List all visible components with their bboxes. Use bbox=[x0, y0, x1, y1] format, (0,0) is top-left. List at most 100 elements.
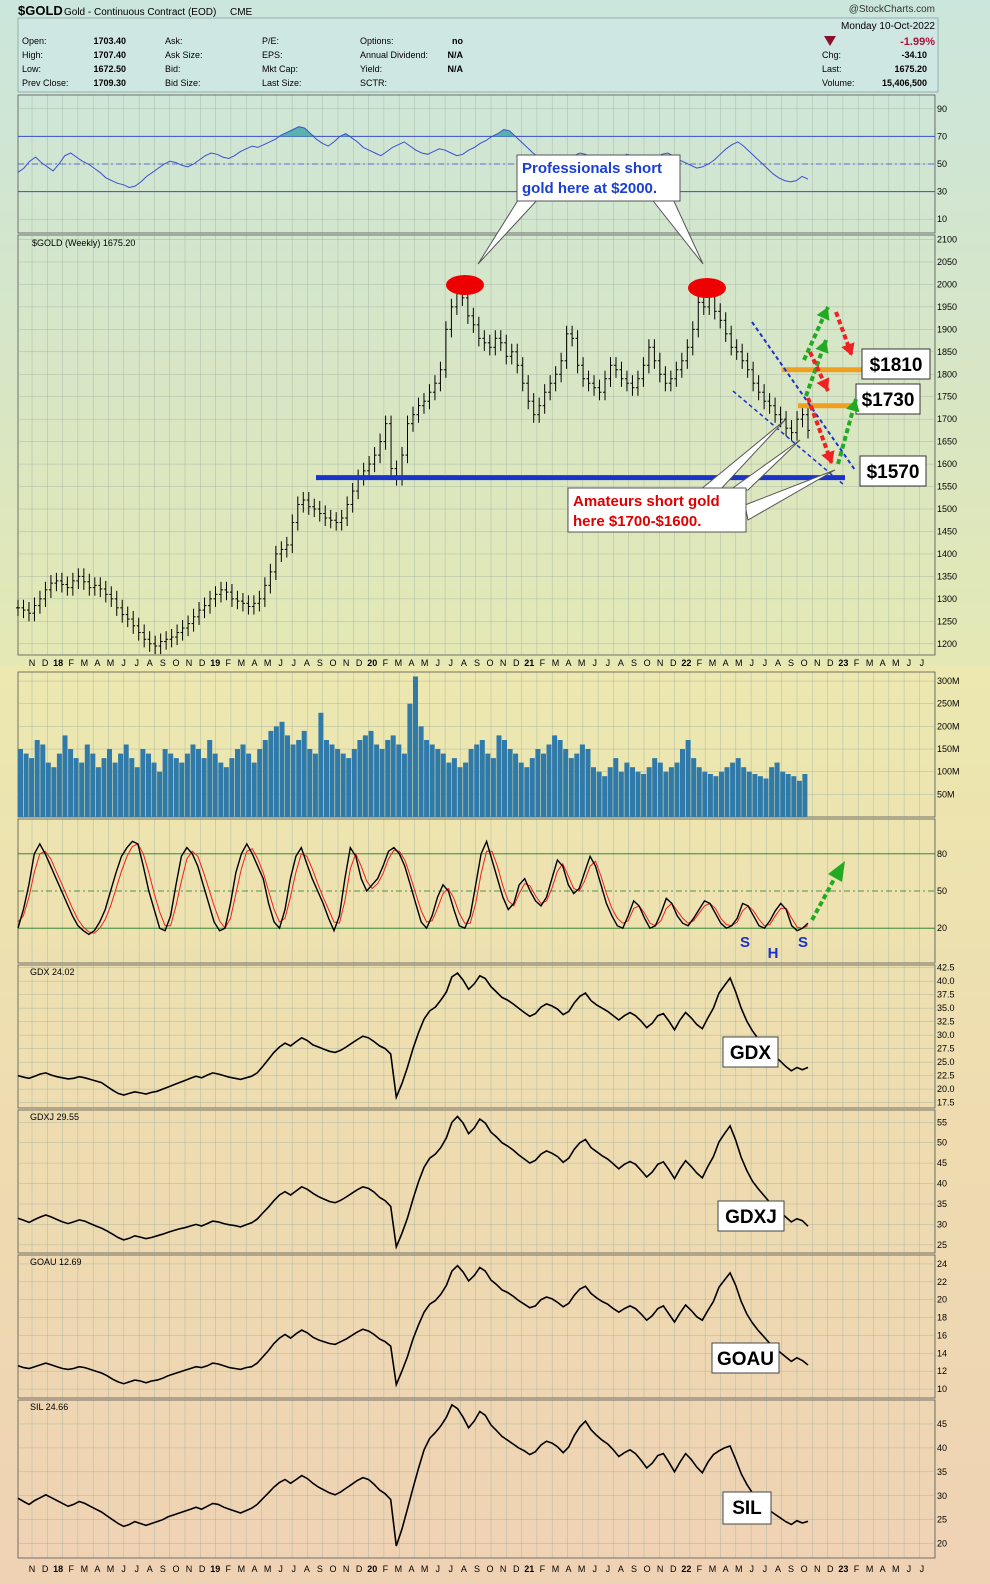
y-tick-label: 250M bbox=[937, 699, 960, 709]
goau-label: GOAU bbox=[717, 1349, 774, 1370]
volume-bar bbox=[140, 749, 146, 817]
x-tick-label: A bbox=[94, 1564, 100, 1574]
volume-bar bbox=[796, 780, 802, 818]
x-tick-label: J bbox=[121, 658, 126, 668]
x-tick-label: D bbox=[670, 1564, 677, 1574]
volume-bar bbox=[657, 762, 663, 817]
volume-bar bbox=[485, 753, 491, 817]
volume-bar bbox=[112, 762, 118, 817]
y-tick-label: 32.5 bbox=[937, 1017, 955, 1027]
volume-bar bbox=[223, 767, 229, 817]
volume-bar bbox=[435, 749, 441, 817]
x-tick-label: J bbox=[907, 658, 912, 668]
field-label: Ask Size: bbox=[165, 50, 203, 60]
x-tick-label: M bbox=[264, 1564, 272, 1574]
volume-bar bbox=[146, 753, 151, 817]
x-tick-label: N bbox=[500, 1564, 507, 1574]
volume-bar bbox=[646, 767, 652, 817]
y-tick-label: 300M bbox=[937, 676, 960, 686]
x-tick-label: J bbox=[278, 658, 283, 668]
volume-bar bbox=[151, 762, 157, 817]
x-tick-label: A bbox=[723, 658, 729, 668]
volume-bar bbox=[630, 767, 635, 817]
x-tick-label: M bbox=[81, 658, 89, 668]
y-tick-label: 1600 bbox=[937, 459, 957, 469]
change-pct: -1.99% bbox=[900, 36, 935, 48]
x-tick-label: M bbox=[107, 658, 115, 668]
y-tick-label: 18 bbox=[937, 1313, 947, 1323]
x-tick-label: M bbox=[238, 1564, 246, 1574]
volume-bar bbox=[663, 771, 669, 817]
volume-bar bbox=[696, 767, 702, 817]
y-tick-label: 27.5 bbox=[937, 1044, 955, 1054]
level_1730-label: $1730 bbox=[862, 390, 915, 411]
x-tick-label: J bbox=[449, 658, 454, 668]
volume-bar bbox=[518, 762, 524, 817]
x-tick-label: A bbox=[94, 658, 100, 668]
gdxj-label-box bbox=[717, 1200, 785, 1232]
x-tick-label: F bbox=[383, 658, 389, 668]
hs-right-shoulder-label: S bbox=[798, 934, 808, 951]
volume-bar bbox=[730, 762, 736, 817]
volume-bar bbox=[201, 758, 207, 817]
x-tick-label: N bbox=[343, 1564, 350, 1574]
y-tick-label: 40.0 bbox=[937, 976, 955, 986]
volume-bar bbox=[507, 749, 513, 817]
volume-bar bbox=[268, 730, 274, 817]
y-tick-label: 50 bbox=[937, 159, 947, 169]
x-tick-label: D bbox=[513, 658, 520, 668]
volume-bar bbox=[546, 744, 552, 817]
volume-bar bbox=[474, 744, 480, 817]
volume-bar bbox=[624, 762, 630, 817]
x-tick-label: J bbox=[763, 658, 768, 668]
volume-bar bbox=[118, 753, 124, 817]
sil-panel: SIL 24.66 45 40 35 30 25 20 SIL bbox=[17, 1399, 947, 1559]
amateurs-callout-line1: Amateurs short gold bbox=[573, 493, 720, 510]
volume-bar bbox=[379, 749, 385, 817]
field-label: Mkt Cap: bbox=[262, 64, 298, 74]
y-tick-label: 30 bbox=[937, 1491, 947, 1501]
x-tick-label: A bbox=[304, 658, 310, 668]
x-tick-label: F bbox=[540, 658, 546, 668]
volume-bar bbox=[407, 703, 413, 817]
volume-panel: 300M 250M 200M 150M 100M 50M bbox=[17, 671, 960, 818]
goau-panel: GOAU 12.69 24 22 20 18 16 14 12 10 GOAU bbox=[17, 1254, 947, 1399]
volume-bar bbox=[535, 749, 541, 817]
y-tick-label: 20 bbox=[937, 923, 947, 933]
y-tick-label: 1300 bbox=[937, 594, 957, 604]
x-tick-label: A bbox=[147, 1564, 153, 1574]
x-tick-label: O bbox=[644, 1564, 651, 1574]
x-tick-label: F bbox=[854, 658, 860, 668]
x-tick-label: N bbox=[814, 1564, 821, 1574]
volume-bar bbox=[229, 758, 235, 817]
volume-bar bbox=[212, 753, 218, 817]
volume-bar bbox=[585, 749, 591, 817]
volume-bar bbox=[374, 744, 380, 817]
x-tick-label: J bbox=[750, 1564, 755, 1574]
volume-bar bbox=[40, 744, 46, 817]
volume-bar bbox=[90, 753, 96, 817]
x-tick-label: M bbox=[892, 1564, 900, 1574]
y-tick-label: 14 bbox=[937, 1348, 947, 1358]
field-label: Last: bbox=[822, 64, 842, 74]
x-tick-label: 21 bbox=[524, 658, 534, 668]
x-tick-label: S bbox=[631, 658, 637, 668]
x-tick-label: D bbox=[42, 658, 49, 668]
volume-bar bbox=[196, 749, 201, 817]
volume-bar bbox=[79, 762, 85, 817]
y-tick-label: 16 bbox=[937, 1330, 947, 1340]
y-tick-label: 12 bbox=[937, 1366, 947, 1376]
volume-bar bbox=[218, 762, 224, 817]
volume-bar bbox=[179, 762, 185, 817]
arrow-head-icon bbox=[816, 377, 830, 391]
top-oval-2020 bbox=[446, 275, 484, 295]
volume-bar bbox=[251, 762, 257, 817]
y-tick-label: 50M bbox=[937, 789, 955, 799]
x-tick-label: M bbox=[552, 1564, 560, 1574]
volume-bar bbox=[618, 771, 624, 817]
wedge-lower-line bbox=[732, 390, 845, 486]
x-tick-label: N bbox=[343, 658, 350, 668]
x-tick-label: M bbox=[552, 658, 560, 668]
panel-border bbox=[17, 964, 936, 1109]
x-tick-label: A bbox=[251, 658, 257, 668]
